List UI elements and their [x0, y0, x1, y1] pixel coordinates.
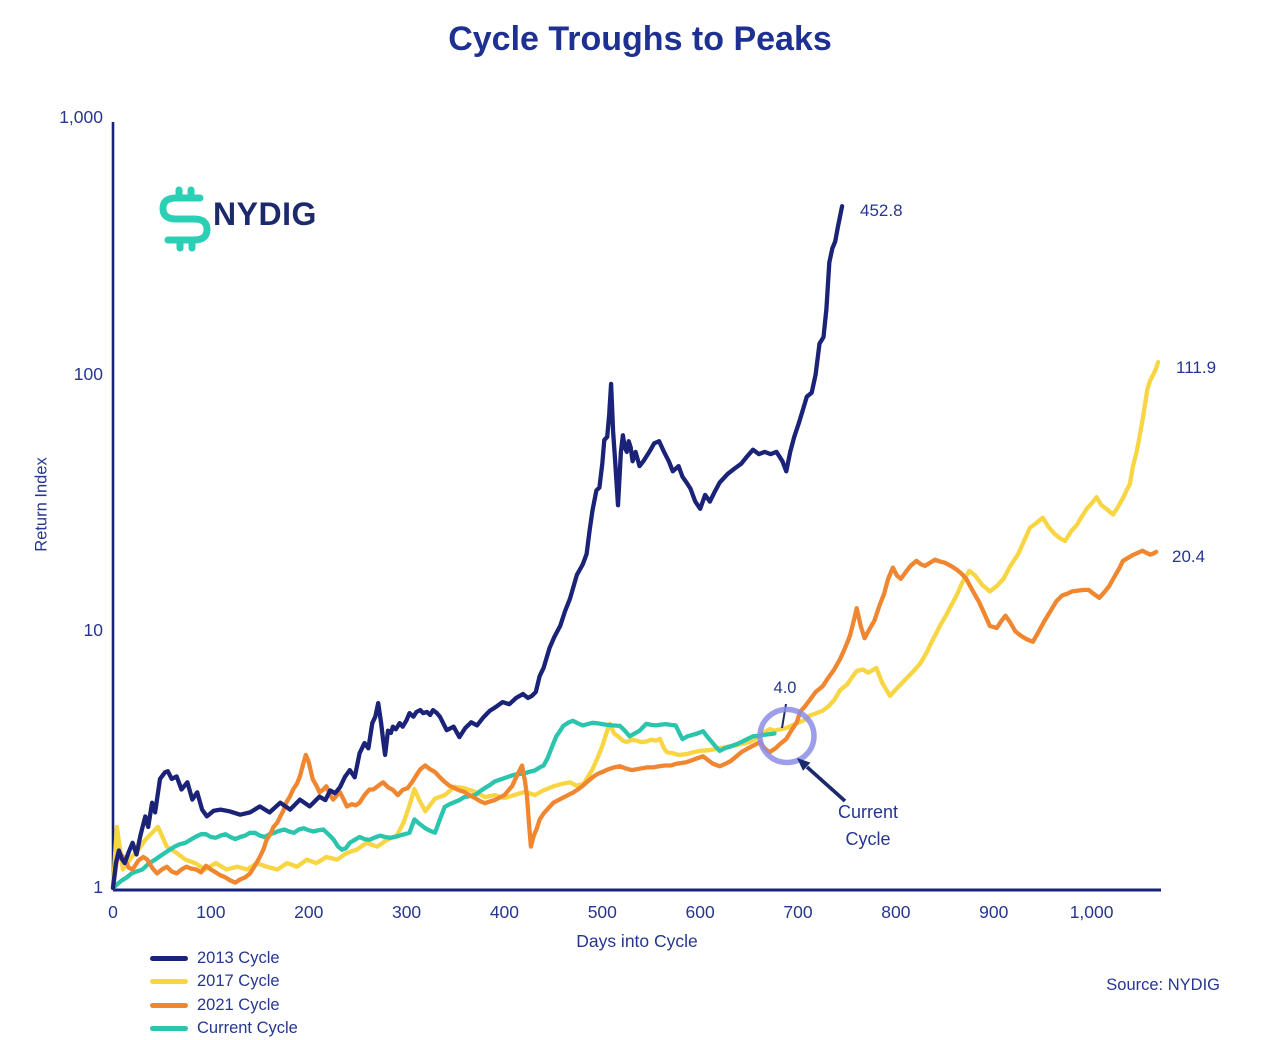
legend-swatch-2017-cycle — [150, 979, 188, 985]
legend: 2013 Cycle 2017 Cycle 2021 Cycle Current Cy… — [150, 947, 298, 1040]
series-line-2013-cycle — [110, 204, 845, 891]
value-label-2017-end: 111.9 — [1176, 358, 1217, 377]
y-tick-label-1-000: 1,000 — [59, 106, 103, 127]
current-cycle-annotation-line1: Current — [837, 802, 899, 822]
x-tick-label-0: 0 — [108, 902, 118, 922]
series-line-2021-cycle — [110, 548, 1159, 891]
nydig-logo-text: NYDIG — [213, 196, 317, 232]
x-tick-label-700: 700 — [783, 902, 813, 922]
current-cycle-highlight-ring — [757, 706, 817, 766]
current-cycle-annotation-line2: Cycle — [845, 829, 891, 849]
x-tick-label-200: 200 — [294, 902, 324, 922]
x-tick-label-300: 300 — [391, 902, 422, 922]
current-cycle-annotation: Current Cycle — [798, 799, 938, 853]
source-credit: Source: NYDIG — [1106, 976, 1220, 994]
legend-item-2021-cycle: 2021 Cycle — [150, 994, 298, 1017]
x-tick-label-400: 400 — [489, 902, 520, 922]
series-line-2017-cycle — [110, 359, 1161, 891]
legend-item-2013-cycle: 2013 Cycle — [150, 947, 298, 970]
value-label-2021-end: 20.4 — [1172, 547, 1206, 566]
legend-swatch-2013-cycle — [150, 956, 188, 962]
legend-label-current-cycle: Current Cycle — [197, 1019, 298, 1038]
legend-swatch-current-cycle — [150, 1026, 188, 1032]
legend-label-2021-cycle: 2021 Cycle — [197, 995, 280, 1014]
series-line-current-cycle — [110, 718, 777, 891]
x-tick-label-800: 800 — [881, 902, 911, 922]
legend-label-2017-cycle: 2017 Cycle — [197, 972, 280, 991]
y-tick-label-100: 100 — [73, 363, 103, 384]
x-tick-label-900: 900 — [979, 902, 1009, 922]
legend-item-2017-cycle: 2017 Cycle — [150, 970, 298, 993]
x-tick-label-1-000: 1,000 — [1069, 902, 1114, 922]
y-tick-label-1: 1 — [93, 877, 103, 897]
x-tick-label-100: 100 — [196, 902, 226, 922]
y-tick-label-10: 10 — [83, 620, 103, 641]
chart-title: Cycle Troughs to Peaks — [448, 20, 832, 58]
x-tick-label-600: 600 — [685, 902, 715, 922]
current-cycle-arrow-icon — [797, 758, 847, 803]
value-label-2013-peak: 452.8 — [860, 201, 903, 220]
x-axis-title: Days into Cycle — [576, 931, 698, 951]
x-tick-label-500: 500 — [587, 902, 617, 922]
y-axis-title: Return Index — [32, 457, 51, 552]
legend-label-2013-cycle: 2013 Cycle — [197, 949, 280, 968]
legend-swatch-2021-cycle — [150, 1002, 188, 1008]
nydig-logo-icon — [159, 186, 211, 252]
legend-item-current-cycle: Current Cycle — [150, 1017, 298, 1040]
value-label-current: 4.0 — [773, 679, 797, 697]
